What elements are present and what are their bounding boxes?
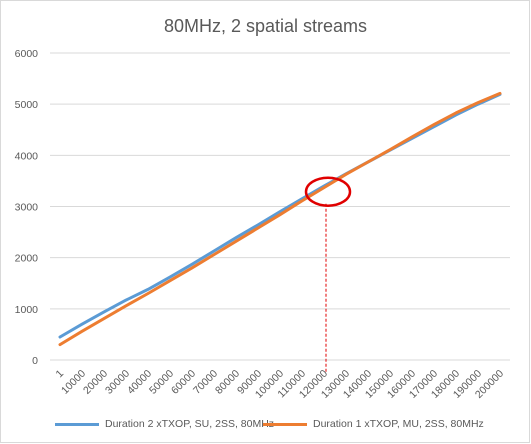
legend: Duration 2 xTXOP, SU, 2SS, 80MHz Duratio… bbox=[0, 418, 531, 434]
series-line-0 bbox=[58, 92, 502, 339]
chart-title: 80MHz, 2 spatial streams bbox=[163, 16, 368, 36]
y-tick-label-5000: 5000 bbox=[15, 99, 39, 111]
y-tick-label-0: 0 bbox=[32, 355, 38, 367]
legend-swatch-mu bbox=[263, 422, 307, 426]
annotation-circle bbox=[304, 176, 352, 207]
y-tick-label-2000: 2000 bbox=[15, 253, 39, 265]
y-tick-label-3000: 3000 bbox=[15, 202, 39, 214]
y-tick-label-1000: 1000 bbox=[15, 304, 39, 316]
legend-label-mu: Duration 1 xTXOP, MU, 2SS, 80MHz bbox=[313, 418, 484, 430]
series-line-1 bbox=[58, 91, 502, 347]
legend-item-mu: Duration 1 xTXOP, MU, 2SS, 80MHz bbox=[263, 418, 484, 430]
y-tick-label-6000: 6000 bbox=[15, 48, 39, 60]
x-tick-label-0: 1 bbox=[54, 368, 67, 381]
legend-label-su: Duration 2 xTXOP, SU, 2SS, 80MHz bbox=[105, 418, 275, 430]
y-tick-label-4000: 4000 bbox=[15, 150, 39, 162]
legend-item-su: Duration 2 xTXOP, SU, 2SS, 80MHz bbox=[55, 418, 274, 430]
legend-swatch-su bbox=[55, 422, 99, 426]
